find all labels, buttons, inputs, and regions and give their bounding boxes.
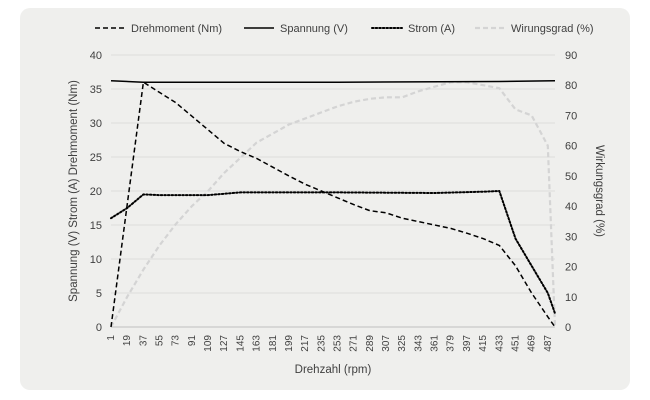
x-tick-label: 487	[543, 335, 554, 352]
y-left-tick-label: 10	[90, 254, 102, 266]
series-line-1	[110, 81, 556, 328]
y-right-tick-label: 10	[565, 292, 577, 304]
x-tick-label: 55	[155, 335, 166, 347]
y-left-tick-label: 30	[90, 118, 102, 130]
x-tick-label: 415	[478, 335, 489, 352]
y-right-tick-label: 20	[565, 262, 577, 274]
x-tick-label: 469	[527, 335, 538, 352]
x-tick-label: 289	[365, 335, 376, 352]
y-left-tick-label: 25	[90, 152, 102, 164]
series-line-3	[110, 190, 556, 315]
x-tick-label: 145	[235, 335, 246, 352]
y-left-tick-label: 35	[90, 84, 102, 96]
chart-panel: 0 5 10 15 20 25 30 35 40 0 10 20 30 40 50 60 70 80 90 1 19 37…	[20, 8, 630, 390]
x-tick-label: 379	[446, 335, 457, 352]
x-tick-label: 307	[381, 335, 392, 352]
x-tick-label: 361	[430, 335, 441, 352]
series-line-2	[110, 80, 556, 83]
y-right-tick-label: 50	[565, 171, 577, 183]
series-line-4	[110, 81, 557, 328]
x-axis-title: Drehzahl (rpm)	[295, 364, 372, 376]
y-left-tick-label: 40	[90, 50, 102, 62]
x-tick-label: 127	[219, 335, 230, 352]
x-tick-label: 109	[203, 335, 214, 352]
x-tick-label: 1	[106, 335, 117, 341]
y-axis-left-title: Spannung (V) Strom (A) Drehmoment (Nm)	[68, 80, 80, 302]
legend: Drehmoment (Nm) Spannung (V) Strom (A) Wiru…	[95, 23, 594, 35]
axes: 0 5 10 15 20 25 30 35 40 0 10 20 30 40 50 60 70 80 90 1 19 37…	[90, 50, 578, 352]
y-right-tick-label: 80	[565, 80, 577, 92]
y-left-tick-label: 15	[90, 220, 102, 232]
y-left-tick-label: 20	[90, 186, 102, 198]
x-tick-label: 37	[138, 335, 149, 347]
y-axis-right-title: Wirkungsgrad (%)	[593, 145, 605, 237]
y-right-tick-label: 70	[565, 110, 577, 122]
x-tick-label: 217	[300, 335, 311, 352]
x-tick-label: 325	[397, 335, 408, 352]
x-tick-label: 199	[284, 335, 295, 352]
x-tick-label: 235	[316, 335, 327, 352]
y-right-tick-label: 30	[565, 231, 577, 243]
x-tick-label: 181	[268, 335, 279, 352]
x-tick-label: 271	[349, 335, 360, 352]
y-left-tick-label: 5	[96, 288, 102, 300]
legend-label: Drehmoment (Nm)	[131, 23, 222, 35]
y-right-tick-label: 60	[565, 141, 577, 153]
x-tick-label: 253	[332, 335, 343, 352]
line-chart: 0 5 10 15 20 25 30 35 40 0 10 20 30 40 50 60 70 80 90 1 19 37…	[68, 23, 605, 376]
x-tick-label: 451	[510, 335, 521, 352]
gridlines	[111, 54, 555, 328]
series-lines	[110, 80, 557, 328]
y-right-tick-label: 40	[565, 201, 577, 213]
x-tick-label: 343	[413, 335, 424, 352]
y-right-tick-label: 0	[565, 322, 571, 334]
x-tick-label: 73	[171, 335, 182, 347]
x-tick-label: 91	[187, 335, 198, 347]
x-tick-label: 19	[122, 335, 133, 347]
x-tick-label: 163	[252, 335, 263, 352]
y-left-tick-label: 0	[96, 322, 102, 334]
legend-label: Strom (A)	[408, 23, 455, 35]
x-tick-label: 397	[462, 335, 473, 352]
x-tick-label: 433	[494, 335, 505, 352]
legend-label: Wirungsgrad (%)	[511, 23, 594, 35]
y-right-tick-label: 90	[565, 50, 577, 62]
legend-label: Spannung (V)	[280, 23, 348, 35]
